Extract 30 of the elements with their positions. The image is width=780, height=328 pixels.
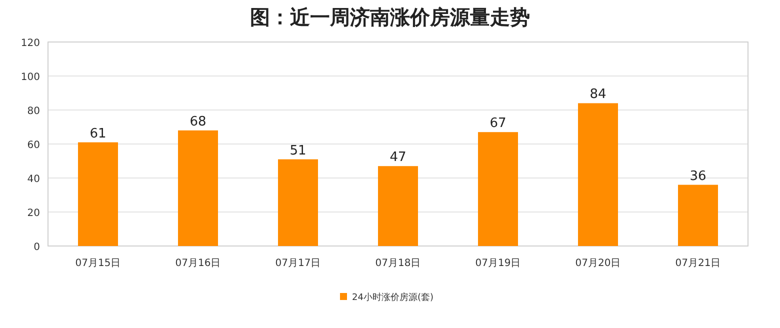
- x-tick-label: 07月17日: [275, 258, 321, 269]
- x-tick-label: 07月15日: [75, 258, 121, 269]
- bar: [578, 103, 618, 246]
- bar: [478, 132, 518, 246]
- bar: [78, 142, 118, 246]
- y-tick-label: 20: [27, 208, 40, 219]
- y-tick-label: 60: [27, 140, 40, 151]
- legend-label: 24小时涨价房源(套): [352, 292, 434, 303]
- y-tick-label: 100: [20, 72, 40, 83]
- x-tick-label: 07月18日: [375, 258, 421, 269]
- y-tick-label: 0: [34, 242, 40, 253]
- data-label: 36: [690, 168, 706, 184]
- bar: [178, 130, 218, 246]
- bar: [278, 159, 318, 246]
- bar: [678, 184, 718, 246]
- x-tick-label: 07月16日: [175, 258, 221, 269]
- data-label: 61: [90, 126, 106, 142]
- bar: [378, 166, 418, 246]
- x-tick-label: 07月20日: [575, 258, 621, 269]
- y-tick-label: 80: [27, 106, 40, 117]
- y-tick-label: 40: [27, 174, 40, 185]
- data-label: 67: [490, 116, 506, 132]
- x-tick-label: 07月19日: [475, 258, 521, 269]
- data-label: 47: [390, 150, 406, 166]
- data-label: 51: [290, 143, 306, 158]
- data-label: 68: [190, 114, 206, 130]
- chart-title: 图：近一周济南涨价房源量走势: [250, 5, 530, 29]
- y-tick-label: 120: [20, 38, 40, 49]
- x-tick-label: 07月21日: [675, 258, 721, 269]
- data-label: 84: [590, 87, 606, 102]
